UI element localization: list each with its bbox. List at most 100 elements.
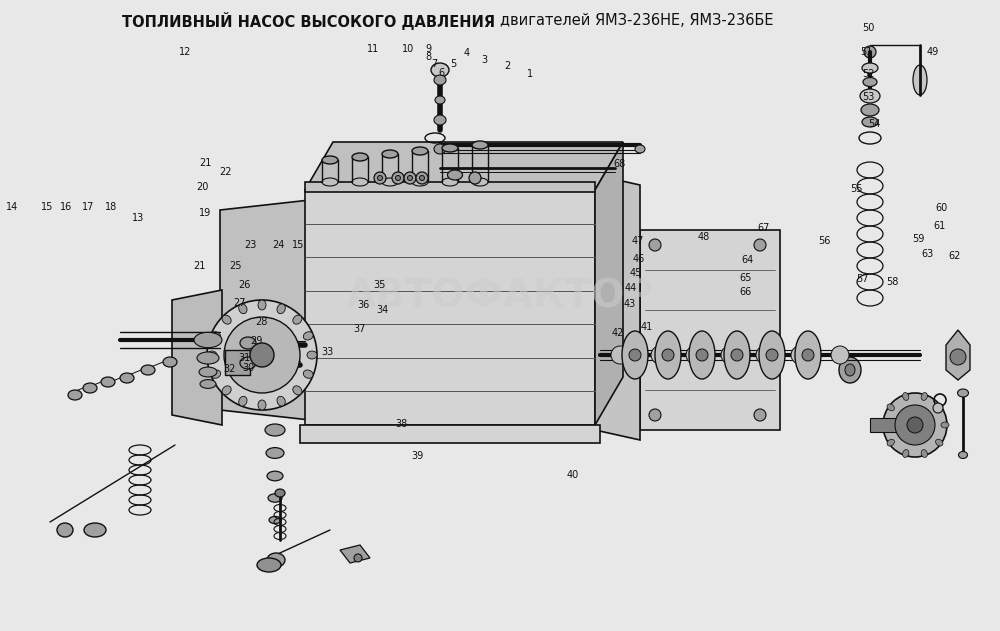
Ellipse shape — [322, 156, 338, 164]
Ellipse shape — [845, 364, 855, 376]
Text: 37: 37 — [354, 324, 366, 334]
Text: 58: 58 — [886, 277, 898, 287]
Ellipse shape — [913, 65, 927, 95]
Text: 13: 13 — [132, 213, 144, 223]
Ellipse shape — [791, 346, 809, 364]
Text: 9: 9 — [425, 44, 431, 54]
Ellipse shape — [382, 178, 398, 186]
Ellipse shape — [921, 450, 927, 457]
Ellipse shape — [861, 104, 879, 116]
Circle shape — [224, 317, 300, 393]
Polygon shape — [220, 200, 310, 420]
Ellipse shape — [83, 383, 97, 393]
Text: 67: 67 — [758, 223, 770, 233]
Text: 4: 4 — [464, 48, 470, 58]
Text: 64: 64 — [742, 255, 754, 265]
Ellipse shape — [267, 471, 283, 481]
Text: 30: 30 — [242, 363, 254, 373]
Text: 18: 18 — [105, 202, 117, 212]
Ellipse shape — [68, 390, 82, 400]
Text: 21: 21 — [199, 158, 211, 168]
Text: 51: 51 — [860, 47, 872, 57]
Circle shape — [649, 409, 661, 421]
Polygon shape — [595, 142, 623, 425]
Text: 32: 32 — [224, 364, 236, 374]
Ellipse shape — [404, 172, 416, 184]
Ellipse shape — [435, 96, 445, 104]
Text: 54: 54 — [868, 119, 880, 129]
Ellipse shape — [629, 349, 641, 361]
Ellipse shape — [265, 424, 285, 436]
Circle shape — [933, 403, 943, 413]
Text: 2: 2 — [504, 61, 510, 71]
Ellipse shape — [84, 523, 106, 537]
Ellipse shape — [795, 331, 821, 379]
Ellipse shape — [887, 404, 894, 411]
Ellipse shape — [277, 304, 285, 314]
Ellipse shape — [163, 357, 177, 367]
Polygon shape — [640, 230, 780, 430]
Ellipse shape — [352, 178, 368, 186]
Bar — [305, 190, 595, 425]
Text: 45: 45 — [630, 268, 642, 278]
Ellipse shape — [622, 331, 648, 379]
Text: 52: 52 — [862, 69, 874, 80]
Ellipse shape — [200, 380, 216, 389]
Ellipse shape — [434, 75, 446, 85]
Ellipse shape — [881, 422, 889, 428]
Ellipse shape — [936, 404, 943, 411]
Text: 46: 46 — [633, 254, 645, 264]
Ellipse shape — [141, 365, 155, 375]
Text: 42: 42 — [612, 328, 624, 338]
Text: 40: 40 — [567, 469, 579, 480]
Text: 34: 34 — [376, 305, 388, 316]
Ellipse shape — [860, 89, 880, 103]
Ellipse shape — [392, 172, 404, 184]
Ellipse shape — [958, 389, 968, 397]
Ellipse shape — [442, 144, 458, 152]
Text: 66: 66 — [740, 286, 752, 297]
Ellipse shape — [442, 178, 458, 186]
Circle shape — [907, 417, 923, 433]
Ellipse shape — [240, 357, 256, 369]
Text: 20: 20 — [196, 182, 208, 192]
Ellipse shape — [257, 558, 281, 572]
Text: 27: 27 — [234, 298, 246, 308]
Ellipse shape — [887, 439, 894, 446]
Ellipse shape — [831, 346, 849, 364]
Text: 35: 35 — [374, 280, 386, 290]
Text: 44: 44 — [625, 283, 637, 293]
Ellipse shape — [303, 332, 313, 340]
Ellipse shape — [207, 351, 217, 359]
Ellipse shape — [958, 452, 968, 459]
Bar — [305, 182, 595, 192]
Ellipse shape — [239, 304, 247, 314]
Ellipse shape — [802, 349, 814, 361]
Ellipse shape — [120, 373, 134, 383]
Ellipse shape — [57, 523, 73, 537]
Text: 28: 28 — [255, 317, 267, 327]
Circle shape — [895, 405, 935, 445]
Ellipse shape — [759, 331, 785, 379]
Ellipse shape — [303, 370, 313, 379]
Circle shape — [649, 239, 661, 251]
Circle shape — [754, 239, 766, 251]
Text: 68: 68 — [614, 159, 626, 169]
Ellipse shape — [696, 349, 708, 361]
Polygon shape — [946, 330, 970, 380]
Ellipse shape — [211, 332, 221, 340]
Text: 7: 7 — [431, 59, 437, 69]
Text: 49: 49 — [927, 47, 939, 57]
Text: 38: 38 — [395, 419, 407, 429]
Text: 53: 53 — [862, 91, 874, 102]
Ellipse shape — [258, 300, 266, 310]
Ellipse shape — [862, 117, 878, 127]
Ellipse shape — [211, 370, 221, 379]
Ellipse shape — [293, 386, 302, 395]
Ellipse shape — [382, 150, 398, 158]
Ellipse shape — [374, 172, 386, 184]
Text: 50: 50 — [862, 23, 874, 33]
Ellipse shape — [651, 346, 669, 364]
Text: 43: 43 — [624, 299, 636, 309]
Ellipse shape — [396, 175, 400, 180]
